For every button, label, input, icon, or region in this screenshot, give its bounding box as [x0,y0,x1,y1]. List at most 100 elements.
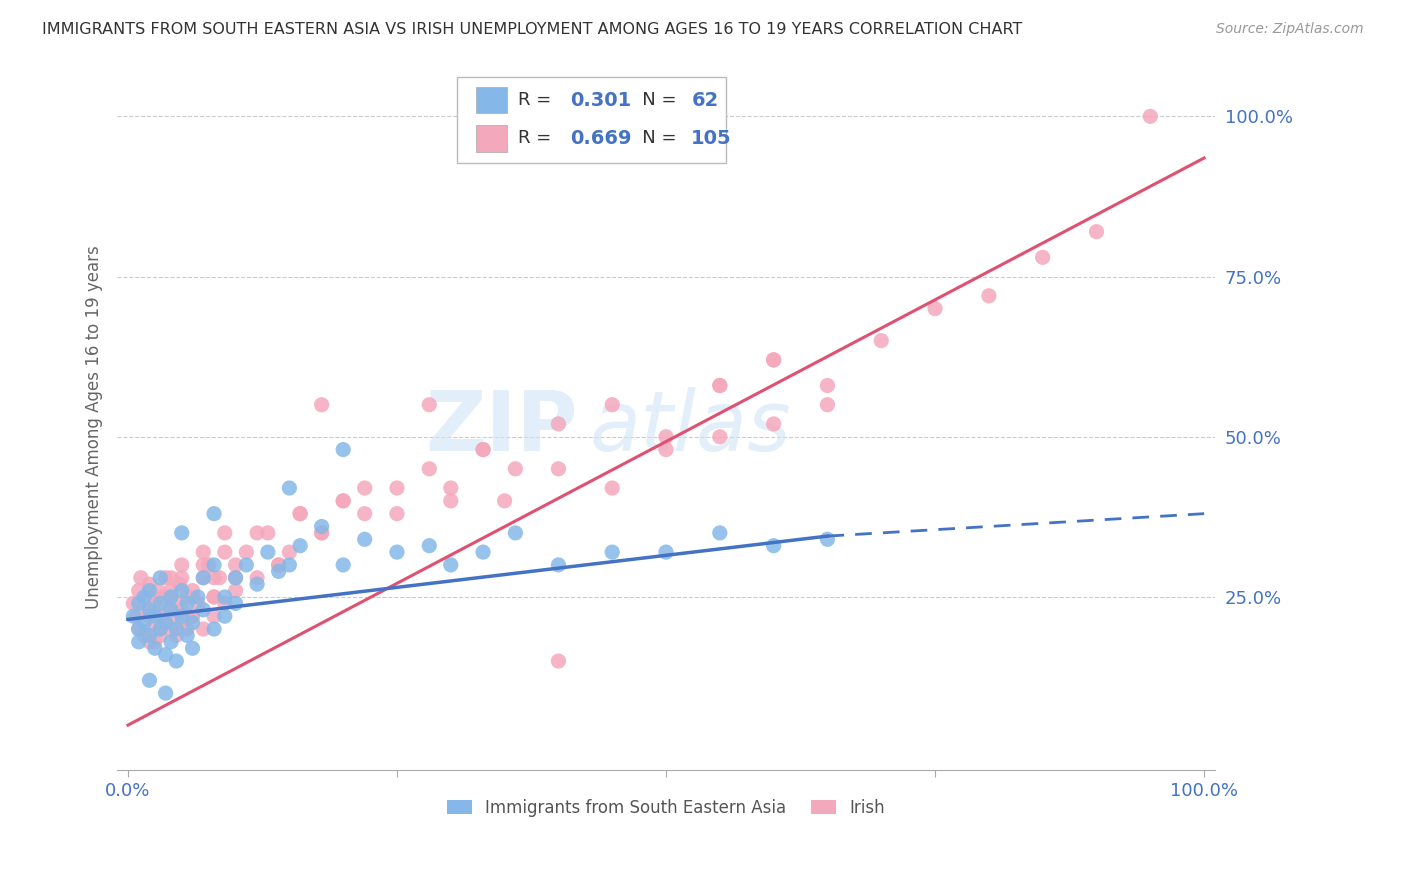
Legend: Immigrants from South Eastern Asia, Irish: Immigrants from South Eastern Asia, Iris… [440,792,891,823]
Point [600,398,623,412]
Point [136,590,159,604]
Point [332,493,354,508]
Point [505,525,527,540]
Point [160,590,183,604]
Point [225,558,247,572]
Point [149,609,172,624]
FancyBboxPatch shape [457,78,727,163]
Point [418,398,440,412]
Point [143,609,166,624]
Point [353,533,375,547]
Point [170,603,193,617]
Text: 105: 105 [692,129,733,148]
Point [176,590,198,604]
Point [385,507,408,521]
Point [160,590,183,604]
Point [924,301,946,316]
Point [176,628,198,642]
Point [202,622,225,636]
Point [235,558,257,572]
Point [472,442,495,457]
Point [762,352,785,367]
Point [193,571,215,585]
Point [762,352,785,367]
Point [128,622,150,636]
Text: 0.669: 0.669 [571,129,633,148]
Point [257,525,280,540]
Point [138,609,160,624]
Text: N =: N = [626,91,683,109]
Point [155,648,177,662]
Point [169,577,191,591]
Text: IMMIGRANTS FROM SOUTH EASTERN ASIA VS IRISH UNEMPLOYMENT AMONG AGES 16 TO 19 YEA: IMMIGRANTS FROM SOUTH EASTERN ASIA VS IR… [42,22,1022,37]
Text: ZIP: ZIP [426,386,578,467]
Text: R =: R = [517,129,557,147]
Point [600,481,623,495]
Point [170,583,193,598]
Y-axis label: Unemployment Among Ages 16 to 19 years: Unemployment Among Ages 16 to 19 years [86,245,103,609]
Point [181,590,204,604]
Point [1032,250,1054,264]
Point [193,571,215,585]
Point [193,622,215,636]
Point [246,577,269,591]
Point [655,442,678,457]
Point [160,603,183,617]
Point [709,378,731,392]
Point [311,525,333,540]
Point [214,596,236,610]
Point [870,334,893,348]
Point [155,571,177,585]
Point [505,462,527,476]
Point [132,615,155,630]
Point [311,525,333,540]
Point [547,417,569,431]
Point [170,609,193,624]
Point [332,493,354,508]
Point [176,622,198,636]
Point [157,603,180,617]
Point [138,635,160,649]
FancyBboxPatch shape [477,87,506,113]
Point [440,493,463,508]
FancyBboxPatch shape [477,126,506,152]
Point [547,558,569,572]
Point [1085,225,1108,239]
Point [128,635,150,649]
Point [655,430,678,444]
Point [311,398,333,412]
Point [214,525,236,540]
Point [709,525,731,540]
Point [170,615,193,630]
Point [187,596,209,610]
Point [122,609,145,624]
Point [332,558,354,572]
Point [472,442,495,457]
Point [202,558,225,572]
Point [193,603,215,617]
Point [129,571,152,585]
Point [181,615,204,630]
Point [817,398,839,412]
Point [762,417,785,431]
Point [149,628,172,642]
Point [125,609,148,624]
Point [1139,109,1161,123]
Point [143,641,166,656]
Point [193,558,215,572]
Point [288,507,311,521]
Point [817,533,839,547]
Point [494,493,516,508]
Point [149,571,172,585]
Point [132,590,155,604]
Point [170,571,193,585]
Point [122,596,145,610]
Point [149,596,172,610]
Point [202,571,225,585]
Point [267,558,290,572]
Point [181,609,204,624]
Point [155,615,177,630]
Point [170,558,193,572]
Point [709,378,731,392]
Point [170,525,193,540]
